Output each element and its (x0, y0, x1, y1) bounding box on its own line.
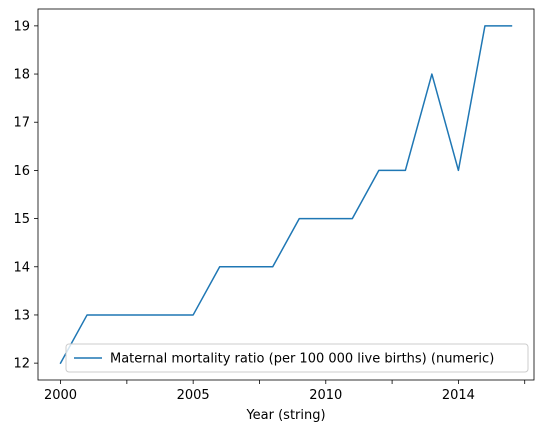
legend: Maternal mortality ratio (per 100 000 li… (65, 343, 529, 373)
x-tick-label: 2000 (44, 388, 77, 403)
y-tick-label: 19 (13, 19, 30, 34)
y-tick-label: 16 (13, 164, 30, 179)
legend-box (65, 343, 529, 373)
y-tick-label: 12 (13, 357, 30, 372)
x-axis-title: Year (string) (245, 408, 325, 423)
legend-label: Maternal mortality ratio (per 100 000 li… (110, 352, 494, 367)
x-tick-label: 2014 (442, 388, 475, 403)
series-layer (59, 25, 513, 365)
axes-layer: 12 13 14 15 16 17 18 19 2000 2005 2010 2014 (13, 8, 535, 403)
y-tick-label: 17 (13, 116, 30, 131)
series-line-0 (59, 25, 513, 365)
y-tick-label: 15 (13, 212, 30, 227)
x-tick-label: 2005 (177, 388, 210, 403)
y-tick-label: 14 (13, 260, 30, 275)
axes-frame (37, 8, 535, 381)
y-tick-label: 18 (13, 68, 30, 83)
x-tick-label: 2010 (309, 388, 342, 403)
y-tick-label: 13 (13, 308, 30, 323)
